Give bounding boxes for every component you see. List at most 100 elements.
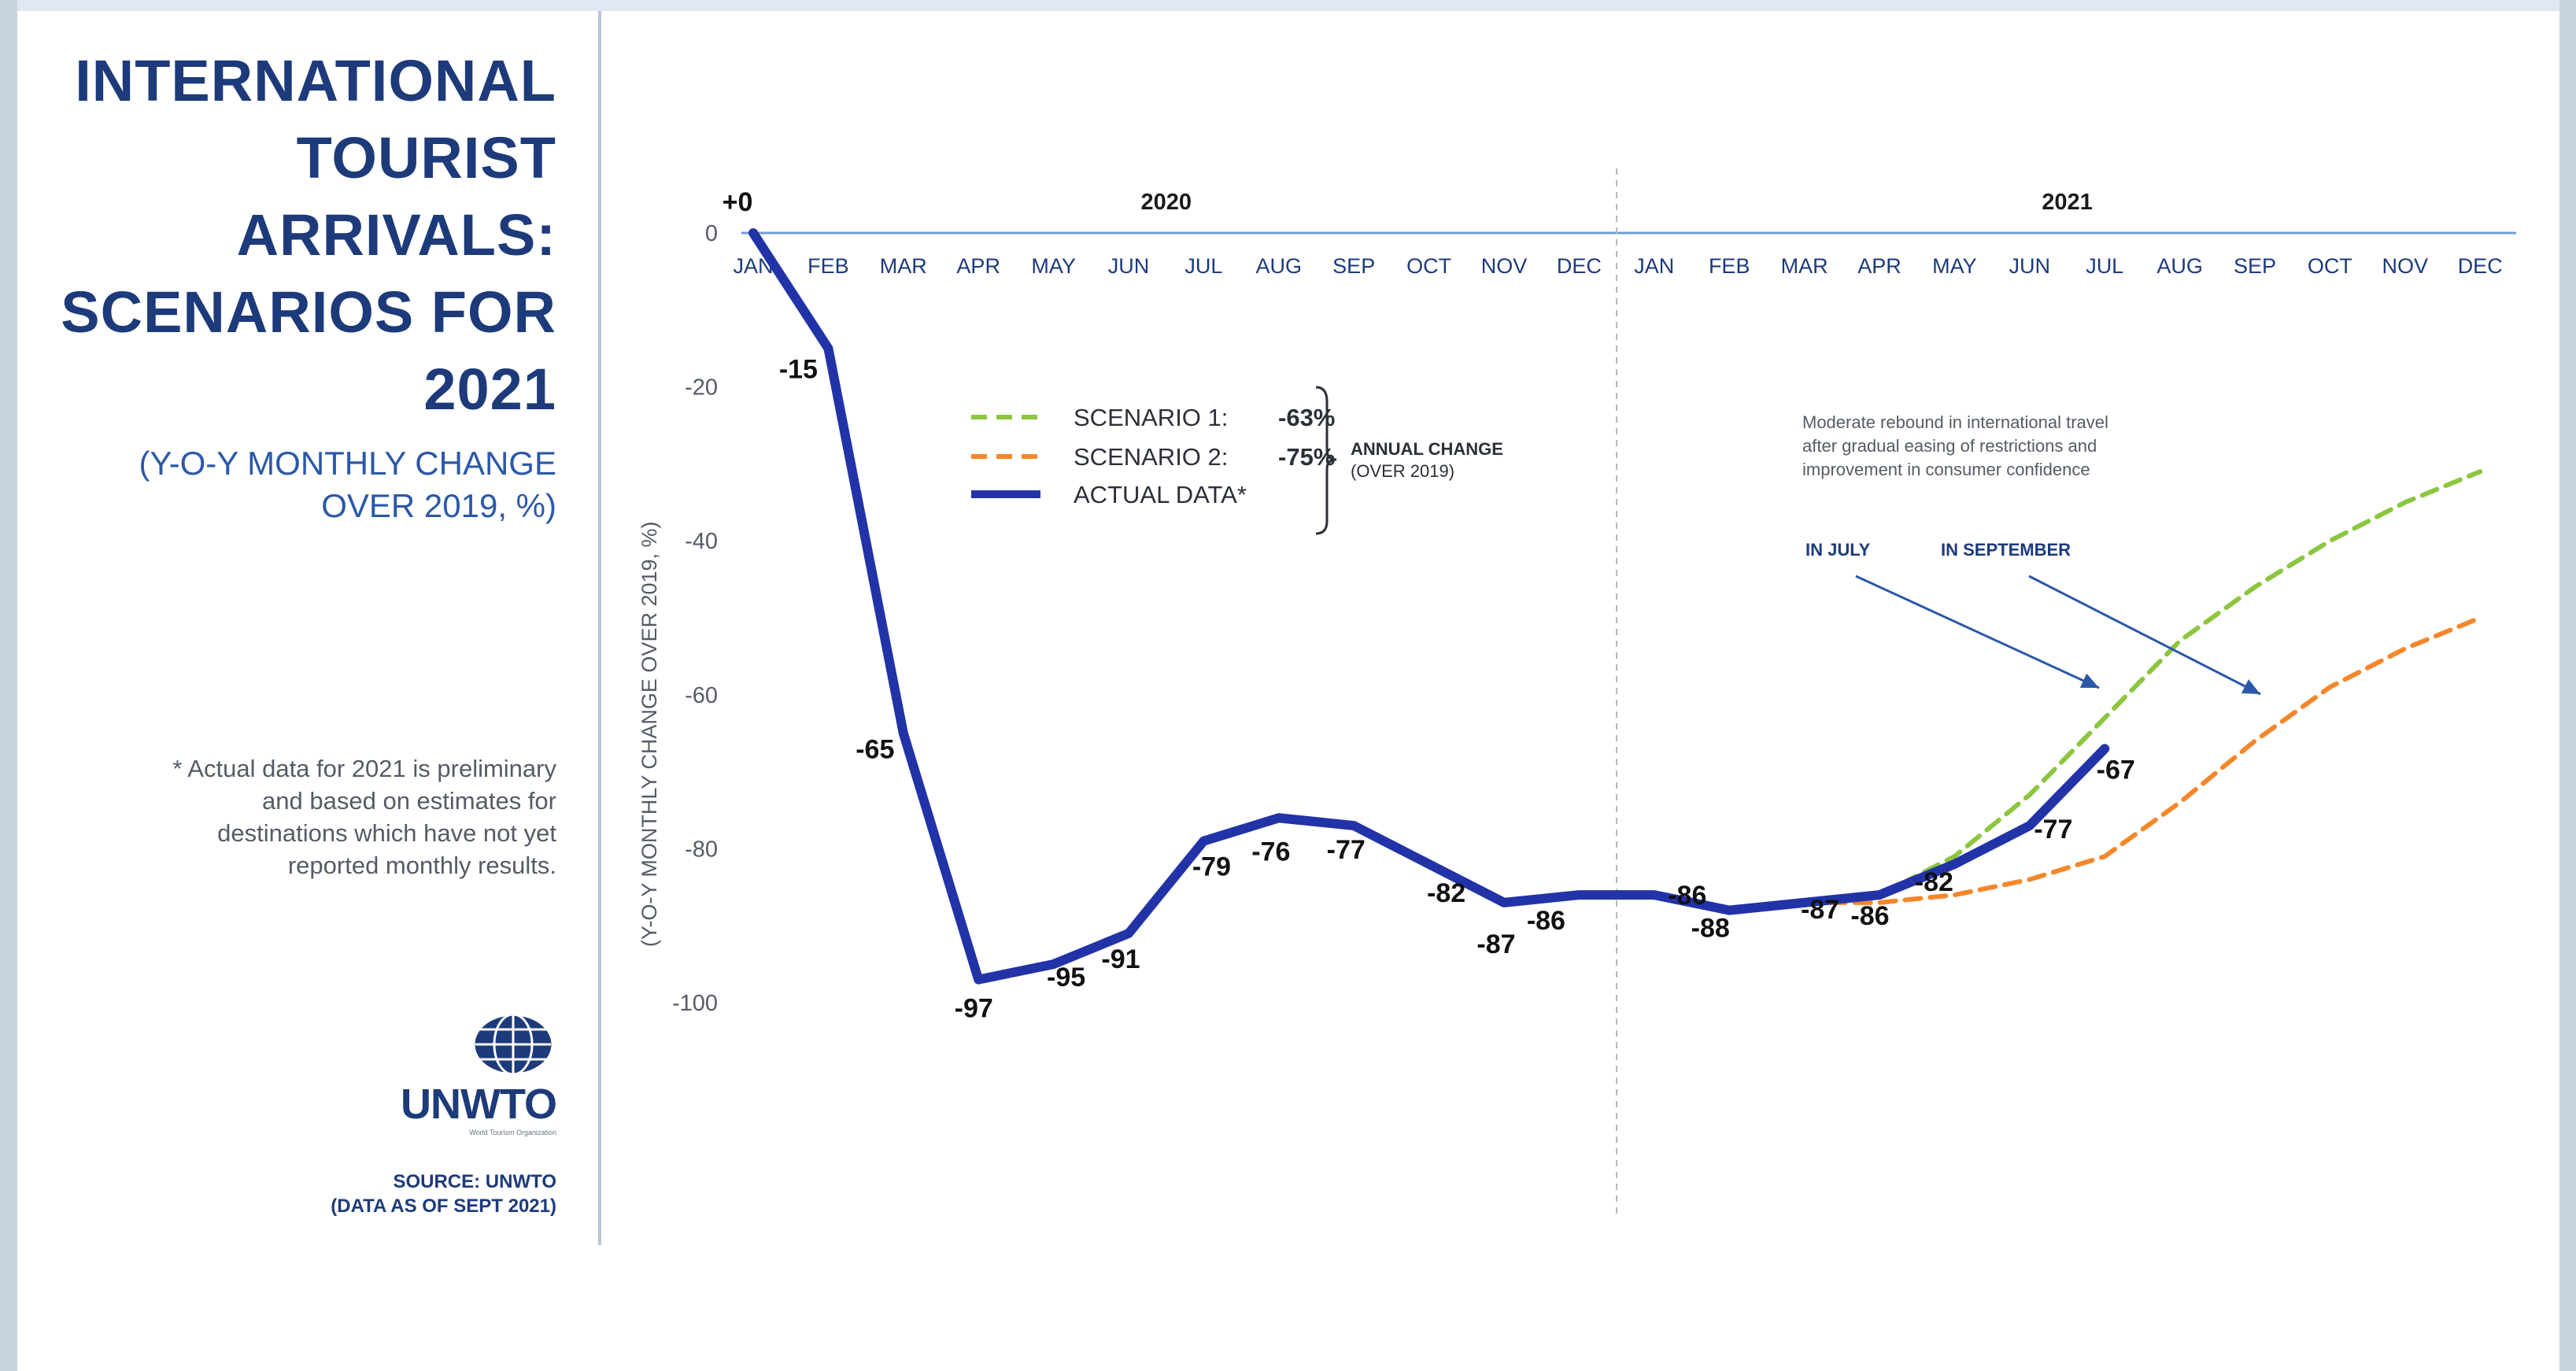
subtitle-line: OVER 2019, %) <box>321 487 556 524</box>
annotation-line: after gradual easing of restrictions and <box>1802 436 2097 456</box>
data-labels-layer: +0-15-65-97-95-91-79-76 -77-82-87-86-86-8… <box>723 187 2135 1024</box>
y-axis-title: (Y-O-Y MONTHLY CHANGE OVER 2019, %) <box>638 521 661 947</box>
x-tick-label: NOV <box>1481 254 1528 278</box>
legend-label: ACTUAL DATA* <box>1074 481 1247 508</box>
data-label: -79 <box>1192 852 1231 882</box>
data-label: -91 <box>1101 944 1140 974</box>
data-label: -77 <box>1327 835 1366 865</box>
left-edge-background <box>0 0 17 1371</box>
x-tick-label: APR <box>1857 254 1902 278</box>
legend-bracket-label: ANNUAL CHANGE <box>1351 439 1503 459</box>
x-tick-label: MAR <box>880 254 927 278</box>
x-tick-label: MAY <box>1031 254 1076 278</box>
data-label: -67 <box>2097 755 2135 785</box>
bottom-band <box>17 1245 2559 1371</box>
y-tick-label: 0 <box>705 221 718 246</box>
y-tick-label: -100 <box>672 991 718 1016</box>
series-line-actual <box>748 228 2110 985</box>
x-tick-label: MAY <box>1932 254 1977 278</box>
x-tick-label: JAN <box>1634 254 1674 278</box>
data-label: -95 <box>1047 963 1085 992</box>
data-label: -77 <box>2034 815 2072 844</box>
data-label: +0 <box>723 187 753 217</box>
legend: SCENARIO 1: -63% SCENARIO 2: -75% ACTUAL DAT… <box>971 386 1503 535</box>
x-tick-label: OCT <box>1406 254 1451 278</box>
y-tick-label: -80 <box>685 837 718 862</box>
year-label-2020: 2020 <box>1140 190 1192 215</box>
x-tick-label: OCT <box>2308 254 2352 278</box>
source-line: SOURCE: UNWTO <box>393 1171 556 1192</box>
data-label: -86 <box>1527 906 1565 936</box>
legend-bracket <box>1315 386 1337 535</box>
arrow-head <box>2079 673 2099 688</box>
data-label: -86 <box>1850 901 1889 931</box>
x-tick-label: JUN <box>2009 254 2051 278</box>
axes-layer: 2020 2021 JAN FEB MAR APR MAY JUN JUL AUG SEP OCT NO… <box>638 168 2516 1219</box>
logo-wordmark: UNWTO <box>401 1081 557 1128</box>
year-label-2021: 2021 <box>2042 190 2093 215</box>
globe-icon <box>472 1013 554 1076</box>
legend-annual-change: -63% <box>1278 404 1335 431</box>
title-line: SCENARIOS FOR <box>61 279 556 345</box>
data-label: -87 <box>1476 929 1515 959</box>
data-label: -82 <box>1427 878 1465 908</box>
title-line: ARRIVALS: <box>236 202 556 268</box>
annotation-line: improvement in consumer confidence <box>1802 460 2090 479</box>
panel-divider <box>598 11 601 1245</box>
infographic-card: INTERNATIONAL TOURIST ARRIVALS: SCENARIO… <box>17 11 2559 1245</box>
title-line: INTERNATIONAL <box>75 48 556 113</box>
series-line-scenario-1 <box>1727 469 2483 913</box>
annotation-line: Moderate rebound in international travel <box>1802 412 2108 432</box>
x-tick-label: APR <box>956 254 1000 278</box>
footnote-line: and based on estimates for <box>262 787 556 815</box>
data-label: -15 <box>779 355 818 385</box>
arrow-head <box>2241 679 2260 694</box>
page-title: INTERNATIONAL TOURIST ARRIVALS: SCENARIO… <box>37 42 556 428</box>
footnote-line: destinations which have not yet <box>217 819 556 847</box>
legend-label: SCENARIO 1: <box>1074 404 1228 431</box>
data-label: -87 <box>1801 895 1839 925</box>
legend-annual-change: -75% <box>1278 443 1335 471</box>
annotation-layer: Moderate rebound in international travel… <box>1802 412 2261 696</box>
logo-tagline: World Tourism Organization <box>469 1129 556 1136</box>
y-tick-label: -40 <box>685 529 718 554</box>
footnote-line: * Actual data for 2021 is preliminary <box>172 755 556 782</box>
x-tick-label: JUL <box>2086 254 2123 278</box>
source-note: SOURCE: UNWTO (DATA AS OF SEPT 2021) <box>37 1170 556 1218</box>
series-layer <box>748 228 2483 985</box>
x-tick-label: SEP <box>2234 254 2276 278</box>
y-tick-label: -20 <box>685 375 718 401</box>
arrow-label: IN JULY <box>1805 540 1871 560</box>
x-tick-label: DEC <box>2458 254 2503 278</box>
legend-bracket-sublabel: (OVER 2019) <box>1351 461 1454 481</box>
title-line: 2021 <box>423 357 556 422</box>
title-line: TOURIST <box>296 125 556 190</box>
data-label: -86 <box>1668 881 1706 911</box>
arrow-line <box>1855 575 2100 689</box>
x-tick-label: FEB <box>808 254 849 278</box>
footnote: * Actual data for 2021 is preliminary an… <box>37 752 556 881</box>
x-tick-label: MAR <box>1781 254 1828 278</box>
y-tick-label: -60 <box>685 683 718 708</box>
x-tick-label: JUN <box>1108 254 1150 278</box>
data-label: -97 <box>955 994 993 1024</box>
data-label: -88 <box>1691 914 1730 944</box>
subtitle-line: (Y-O-Y MONTHLY CHANGE <box>139 445 556 482</box>
legend-label: SCENARIO 2: <box>1074 443 1228 471</box>
arrow-label: IN SEPTEMBER <box>1941 540 2071 560</box>
data-label: -76 <box>1251 837 1290 867</box>
x-tick-label: JUL <box>1185 254 1222 278</box>
series-line-scenario-2 <box>1727 615 2483 913</box>
data-label: -82 <box>1915 867 1953 897</box>
x-tick-label: AUG <box>1256 254 1303 278</box>
footnote-line: reported monthly results. <box>287 852 556 879</box>
subtitle: (Y-O-Y MONTHLY CHANGE OVER 2019, %) <box>37 442 556 527</box>
x-tick-label: AUG <box>2157 254 2203 278</box>
source-line: (DATA AS OF SEPT 2021) <box>331 1195 556 1217</box>
arrow-line <box>2028 575 2261 696</box>
unwto-logo: UNWTO World Tourism Organization <box>399 1011 557 1136</box>
x-tick-label: DEC <box>1557 254 1602 278</box>
x-tick-label: NOV <box>2382 254 2429 278</box>
line-chart: 2020 2021 JAN FEB MAR APR MAY JUN JUL AUG SEP OCT NO… <box>638 168 2516 1219</box>
top-band <box>0 0 2576 11</box>
